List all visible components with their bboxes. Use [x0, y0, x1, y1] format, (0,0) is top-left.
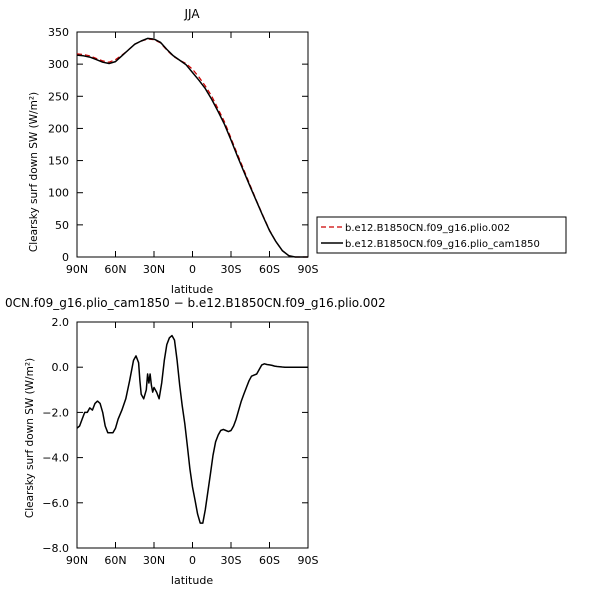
y-tick-label: 50 — [55, 219, 69, 232]
y-tick-label: −8.0 — [42, 542, 69, 555]
bottom-chart-title: 0CN.f09_g16.plio_cam1850 − b.e12.B1850CN… — [5, 296, 386, 310]
series-line-plio-cam1850 — [76, 37, 308, 258]
y-tick-label: −6.0 — [42, 497, 69, 510]
y-tick-label: 200 — [48, 122, 69, 135]
y-tick-label: 0.0 — [52, 361, 70, 374]
y-tick-label: 300 — [48, 58, 69, 71]
bottom-ylabel: Clearsky surf down SW (W/m²) — [24, 358, 36, 518]
y-tick-label: 0 — [62, 251, 69, 264]
x-tick-label: 90N — [66, 263, 88, 276]
bottom-plot-frame — [76, 321, 309, 549]
y-tick-label: 100 — [48, 187, 69, 200]
top-plot-frame — [76, 31, 309, 258]
x-tick-label: 30S — [221, 263, 242, 276]
y-tick-label: −2.0 — [42, 406, 69, 419]
top-ylabel: Clearsky surf down SW (W/m²) — [28, 92, 40, 252]
top-panel: JJA 90N 60N 30N 0 30S 60S 90S 0 50 100 150 200 250 3… — [28, 7, 319, 296]
legend-label-plio-cam1850: b.e12.B1850CN.f09_g16.plio_cam1850 — [345, 239, 540, 250]
difference-line — [76, 334, 308, 524]
top-chart-title: JJA — [183, 7, 200, 21]
y-tick-label: 250 — [48, 90, 69, 103]
x-tick-label: 30N — [143, 263, 165, 276]
y-tick-label: −4.0 — [42, 452, 69, 465]
y-tick-label: 2.0 — [52, 316, 70, 329]
bottom-xlabel: latitude — [171, 574, 213, 587]
x-tick-label: 60N — [104, 263, 126, 276]
bottom-panel: 0CN.f09_g16.plio_cam1850 − b.e12.B1850CN… — [5, 296, 386, 587]
x-tick-label: 60S — [259, 554, 280, 567]
x-tick-label: 30N — [143, 554, 165, 567]
x-tick-label: 90S — [298, 554, 319, 567]
x-tick-label: 60S — [259, 263, 280, 276]
legend-box — [316, 216, 567, 254]
x-tick-label: 0 — [189, 554, 196, 567]
x-tick-label: 0 — [189, 263, 196, 276]
x-tick-label: 90N — [66, 554, 88, 567]
x-tick-label: 60N — [104, 554, 126, 567]
top-xlabel: latitude — [171, 283, 213, 296]
legend: b.e12.B1850CN.f09_g16.plio.002 b.e12.B18… — [316, 216, 567, 254]
y-tick-label: 150 — [48, 155, 69, 168]
x-tick-label: 30S — [221, 554, 242, 567]
legend-label-plio-002: b.e12.B1850CN.f09_g16.plio.002 — [345, 223, 510, 234]
x-tick-label: 90S — [298, 263, 319, 276]
y-tick-label: 350 — [48, 26, 69, 39]
